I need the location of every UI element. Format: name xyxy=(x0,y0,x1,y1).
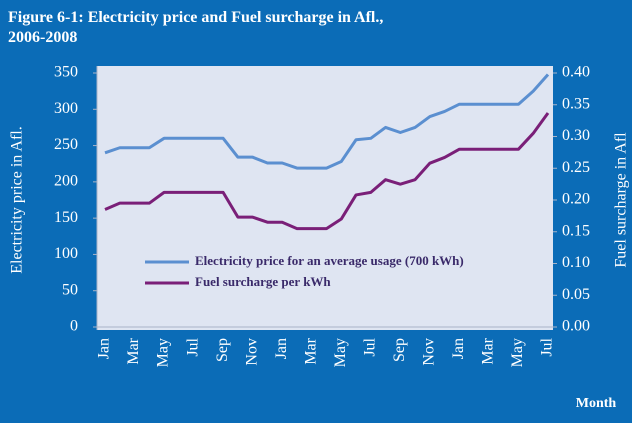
x-tick-label: Nov xyxy=(421,338,438,366)
plot-area xyxy=(97,66,553,330)
x-tick-label: Nov xyxy=(243,338,260,366)
line-series xyxy=(104,112,550,231)
y-tick-label: 0 xyxy=(70,318,78,335)
y2-tick-label: 0.15 xyxy=(562,222,590,239)
x-tick-label: Jan xyxy=(273,338,290,359)
legend-label: Electricity price for an average usage (… xyxy=(195,253,464,268)
y-tick-label: 300 xyxy=(54,100,78,117)
x-axis-title: Month xyxy=(576,396,617,411)
chart-subtitle: 2006-2008 xyxy=(8,29,77,46)
y2-tick-label: 0.05 xyxy=(562,286,590,303)
x-tick-label: Jan xyxy=(96,338,113,359)
y2-tick-label: 0.10 xyxy=(562,254,590,271)
y2-axis-title: Fuel surcharge in Afl xyxy=(613,132,630,268)
x-tick-label: Jan xyxy=(450,338,467,359)
y2-tick-label: 0.35 xyxy=(562,95,590,112)
x-tick-label: Jul xyxy=(361,337,378,356)
y2-tick-label: 0.25 xyxy=(562,159,590,176)
y2-tick-label: 0.40 xyxy=(562,64,590,81)
x-tick-label: Mar xyxy=(125,337,142,364)
x-tick-label: Jul xyxy=(184,337,201,356)
x-tick-label: May xyxy=(155,338,172,367)
y2-tick-label: 0.20 xyxy=(562,191,590,208)
x-tick-label: Sep xyxy=(214,338,231,362)
y2-tick-label: 0.00 xyxy=(562,318,590,335)
y-axis-title: Electricity price in Afl. xyxy=(9,126,26,274)
y-tick-label: 50 xyxy=(62,281,78,298)
legend-label: Fuel surcharge per kWh xyxy=(195,274,331,289)
y-tick-label: 100 xyxy=(54,245,78,262)
y2-tick-label: 0.30 xyxy=(562,127,590,144)
x-tick-label: Jul xyxy=(539,337,556,356)
y-tick-label: 350 xyxy=(54,64,78,81)
x-tick-label: Sep xyxy=(391,338,408,362)
x-tick-label: Mar xyxy=(480,337,497,364)
y-tick-label: 200 xyxy=(54,173,78,190)
chart-title: Figure 6-1: Electricity price and Fuel s… xyxy=(8,9,383,26)
line-series xyxy=(104,73,550,170)
x-tick-label: Mar xyxy=(302,337,319,364)
y-tick-label: 250 xyxy=(54,136,78,153)
x-tick-label: May xyxy=(332,338,349,367)
y-tick-label: 150 xyxy=(54,209,78,226)
x-tick-label: May xyxy=(509,338,526,367)
